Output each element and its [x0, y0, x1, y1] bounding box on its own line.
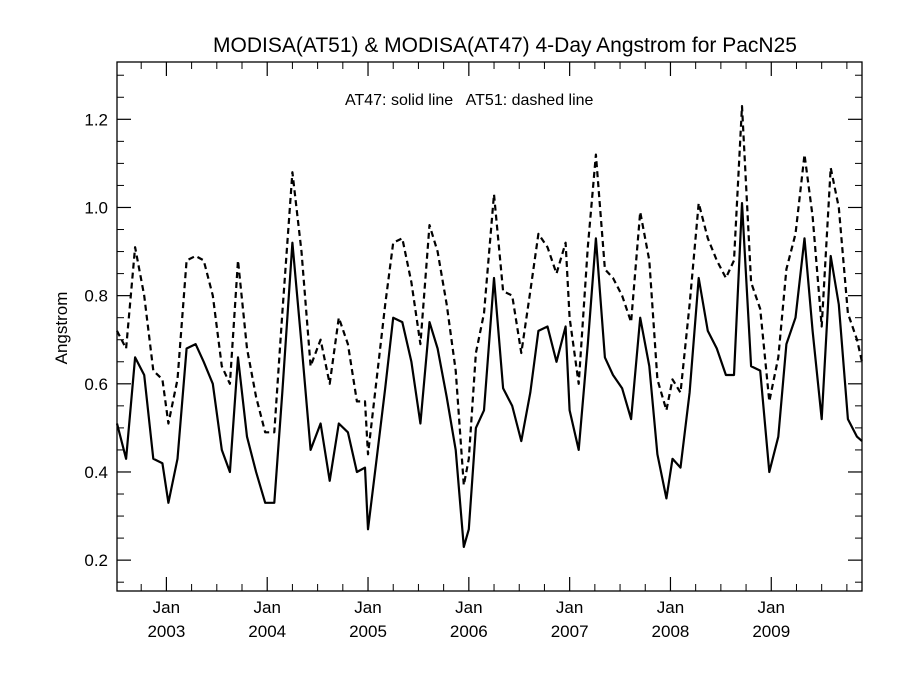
x-tick-year-label: 2008 — [652, 622, 690, 641]
axis-ticks: 0.2 0.4 0.6 0.8 1.0 1.2 Jan 2003 Jan 2004 Jan 2005 J… — [84, 62, 862, 641]
y-tick-label: 1.0 — [84, 198, 108, 217]
x-tick-month-label: Jan — [455, 598, 482, 617]
series-lines — [115, 105, 864, 548]
y-tick-label: 1.2 — [84, 110, 108, 129]
x-tick-month-label: Jan — [153, 598, 180, 617]
x-tick-year-label: 2007 — [551, 622, 589, 641]
y-tick-label: 0.6 — [84, 375, 108, 394]
x-tick-month-label: Jan — [354, 598, 381, 617]
x-tick-year-label: 2009 — [752, 622, 790, 641]
series-line-at47 — [115, 202, 863, 548]
chart-title: MODISA(AT51) & MODISA(AT47) 4-Day Angstr… — [213, 34, 797, 57]
y-axis-label: Angstrom — [52, 292, 71, 365]
x-tick-month-label: Jan — [253, 598, 280, 617]
plot-frame — [116, 61, 863, 592]
x-tick-year-label: 2006 — [450, 622, 488, 641]
y-tick-label: 0.8 — [84, 287, 108, 306]
x-tick-year-label: 2005 — [349, 622, 387, 641]
y-tick-label: 0.2 — [84, 551, 108, 570]
x-tick-month-label: Jan — [657, 598, 684, 617]
legend-annotation: AT47: solid line AT51: dashed line — [345, 92, 594, 109]
x-tick-year-label: 2003 — [147, 622, 185, 641]
y-tick-label: 0.4 — [84, 463, 108, 482]
x-tick-year-label: 2004 — [248, 622, 286, 641]
x-tick-month-label: Jan — [556, 598, 583, 617]
x-tick-month-label: Jan — [758, 598, 785, 617]
series-line-at51 — [116, 105, 864, 487]
